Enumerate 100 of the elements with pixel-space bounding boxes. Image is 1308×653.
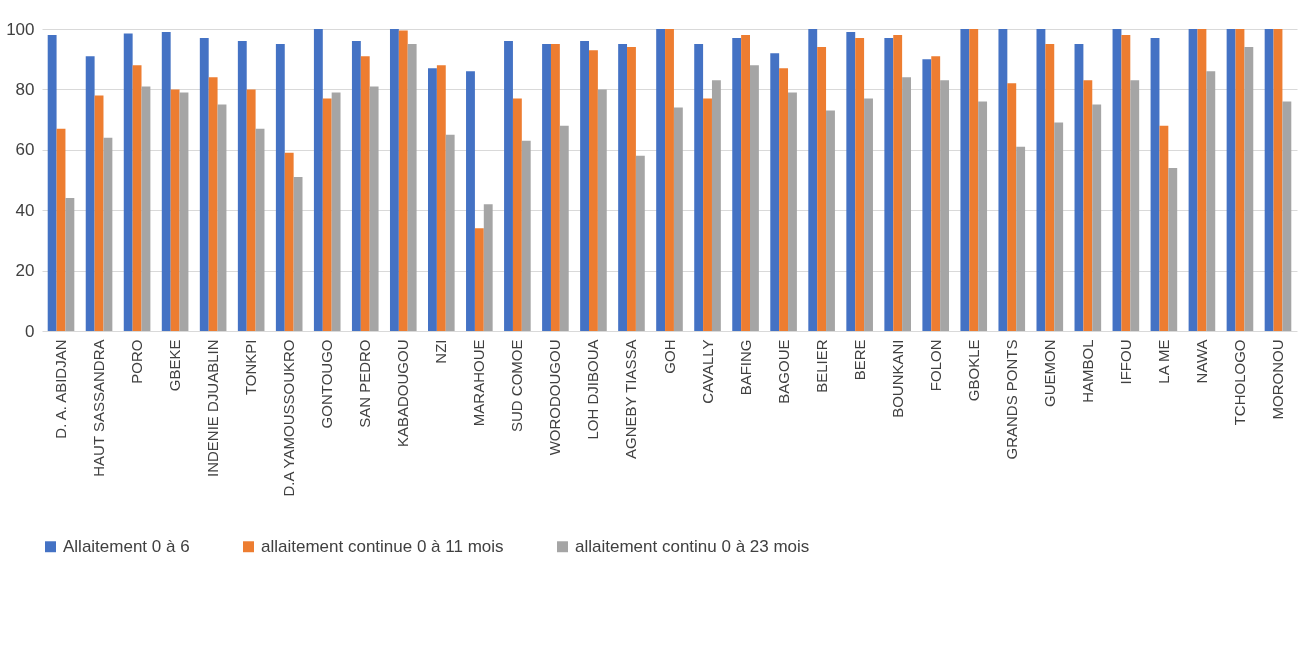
y-tick-label: 100 (6, 19, 35, 39)
x-tick-label: PORO (128, 339, 146, 384)
x-tick-label: BAFING (736, 339, 754, 396)
bar (1036, 29, 1046, 331)
x-tick-label: TCHOLOGO (1230, 339, 1248, 426)
bar (732, 38, 742, 331)
x-tick-label: GBOKLE (964, 339, 982, 402)
bar (550, 44, 560, 331)
bar (199, 38, 209, 331)
bar (1112, 29, 1122, 331)
bar (179, 92, 189, 331)
bar (1092, 104, 1102, 331)
x-tick-label: BOUNKANI (888, 339, 906, 418)
x-tick-label: TONKPI (242, 339, 260, 396)
x-tick-label: LOH DJIBOUA (584, 339, 602, 440)
bar (703, 98, 712, 331)
bar (826, 110, 835, 331)
legend-label: Allaitement 0 à 6 (63, 536, 190, 556)
bar (1007, 83, 1017, 331)
bar (255, 128, 265, 331)
y-tick-label: 60 (15, 140, 35, 160)
legend-label: allaitement continue 0 à 11 mois (261, 536, 504, 556)
bar (1273, 29, 1283, 331)
x-tick-label: INDENIE DJUABLIN (204, 339, 222, 478)
bar (65, 198, 75, 331)
x-tick-label: BELIER (812, 339, 830, 393)
bar (902, 77, 911, 331)
bar (313, 29, 323, 331)
x-tick-label: WORODOUGOU (546, 339, 564, 456)
legend-label: allaitement continu 0 à 23 mois (575, 536, 810, 556)
bar (132, 65, 142, 331)
bar (770, 53, 780, 331)
x-tick-label: NAWA (1192, 339, 1210, 384)
bar (483, 204, 493, 331)
bar (960, 29, 970, 331)
bar (94, 95, 104, 331)
bar (237, 41, 247, 331)
bar (1206, 71, 1216, 331)
x-tick-label: GBEKE (166, 339, 184, 392)
bar (864, 98, 873, 331)
bar (922, 59, 932, 331)
bar (56, 128, 66, 331)
x-tick-label: BAGOUE (774, 339, 792, 404)
x-tick-label: LA ME (1154, 339, 1172, 384)
x-tick-label: HAMBOL (1078, 339, 1096, 403)
bar (808, 29, 818, 331)
bar (711, 80, 721, 331)
bar (559, 125, 569, 331)
bar (331, 92, 341, 331)
bar (1226, 29, 1236, 331)
bar (47, 35, 57, 331)
bar (1016, 146, 1026, 331)
bar (351, 41, 361, 331)
y-tick-label: 0 (25, 321, 35, 341)
x-tick-label: GRANDS PONTS (1002, 339, 1020, 460)
bar (141, 86, 151, 331)
bar (1235, 29, 1245, 331)
bar (246, 89, 256, 331)
bar (1054, 122, 1064, 331)
x-tick-label: MARAHOUE (470, 339, 488, 427)
bar (474, 228, 484, 331)
bar (208, 77, 218, 331)
x-tick-label: CAVALLY (698, 339, 716, 404)
x-tick-label: IFFOU (1116, 339, 1134, 385)
bar (407, 44, 417, 331)
bar (893, 35, 903, 331)
bar (694, 44, 704, 331)
bar (940, 80, 950, 331)
bar (293, 176, 303, 331)
bar (445, 134, 455, 331)
x-tick-label: FOLON (926, 339, 944, 392)
bar (284, 152, 294, 331)
bar (123, 33, 133, 331)
bar (1130, 80, 1140, 331)
bar (1121, 35, 1131, 331)
bar (521, 140, 531, 331)
bar (369, 86, 379, 331)
bar (170, 89, 180, 331)
x-tick-label: BERE (850, 339, 868, 381)
bar (1264, 29, 1274, 331)
x-tick-label: GONTOUGO (318, 339, 336, 429)
bar (1188, 29, 1198, 331)
x-tick-label: SAN PEDRO (356, 339, 374, 428)
bar (741, 35, 750, 331)
bar (512, 98, 522, 331)
x-tick-label: KABADOUGOU (394, 339, 412, 448)
bar (969, 29, 979, 331)
bar (275, 44, 285, 331)
x-tick-label: GUEMON (1040, 339, 1058, 407)
y-tick-label: 20 (15, 261, 35, 281)
bar (1197, 29, 1207, 331)
x-tick-label: MORONOU (1268, 339, 1286, 420)
x-tick-label: NZI (432, 339, 450, 364)
bar (103, 137, 113, 331)
bar (779, 68, 789, 331)
bar (656, 29, 666, 331)
bar (580, 41, 589, 331)
bar (1282, 101, 1292, 331)
bar (1159, 125, 1169, 331)
bar (217, 104, 227, 331)
